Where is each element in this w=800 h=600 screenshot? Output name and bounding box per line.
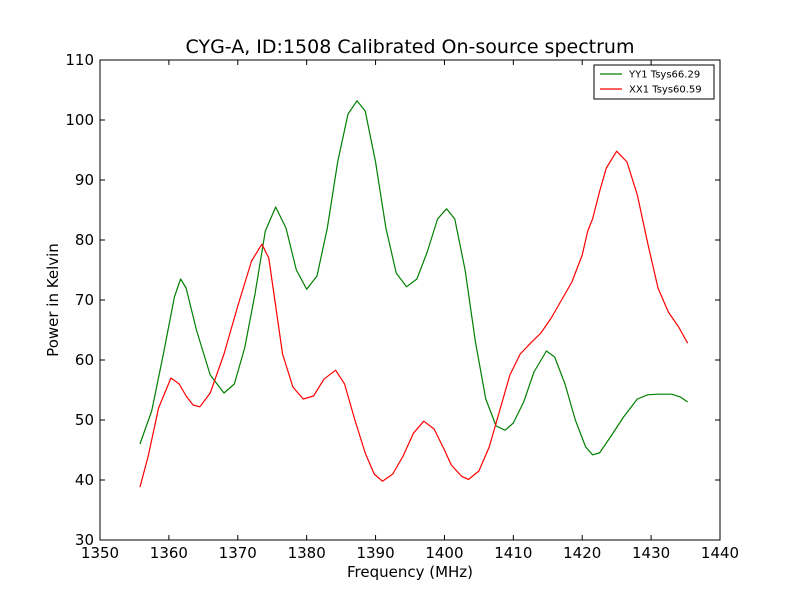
legend-box	[593, 64, 715, 100]
x-tick-label: 1350	[81, 544, 119, 562]
y-tick-label: 50	[75, 411, 94, 429]
y-axis-label: Power in Kelvin	[44, 243, 62, 357]
plot-area	[100, 60, 720, 540]
series-line-1	[139, 100, 688, 456]
x-axis-label: Frequency (MHz)	[347, 563, 473, 581]
series-line-2	[139, 150, 689, 488]
y-tick-label: 30	[75, 531, 94, 549]
x-tick-label: 1390	[356, 544, 394, 562]
x-tick-label: 1410	[494, 544, 532, 562]
series-layer	[139, 100, 689, 488]
legend-label-2: XX1 Tsys60.59	[629, 85, 702, 96]
x-tick-label: 1400	[425, 544, 463, 562]
y-tick-label: 70	[75, 291, 94, 309]
plot-background	[100, 60, 720, 540]
x-tick-label: 1440	[701, 544, 739, 562]
legend-label-1: YY1 Tsys66.29	[628, 70, 700, 81]
x-tick-label: 1380	[288, 544, 326, 562]
x-tick-label: 1430	[632, 544, 670, 562]
y-tick-label: 40	[75, 471, 94, 489]
chart-title: CYG-A, ID:1508 Calibrated On-source spec…	[186, 36, 635, 58]
x-tick-label: 1360	[150, 544, 188, 562]
y-tick-label: 100	[65, 111, 94, 129]
axes-layer: 1350 1360 1370 1380 1390 1400 1410 1420 1430 1440…	[65, 51, 739, 562]
x-tick-label: 1420	[563, 544, 601, 562]
legend: YY1 Tsys66.29 XX1 Tsys60.59	[593, 64, 715, 100]
y-tick-label: 80	[75, 231, 94, 249]
y-tick-label: 110	[65, 51, 94, 69]
y-tick-label: 90	[75, 171, 94, 189]
y-tick-label: 60	[75, 351, 94, 369]
x-tick-label: 1370	[219, 544, 257, 562]
